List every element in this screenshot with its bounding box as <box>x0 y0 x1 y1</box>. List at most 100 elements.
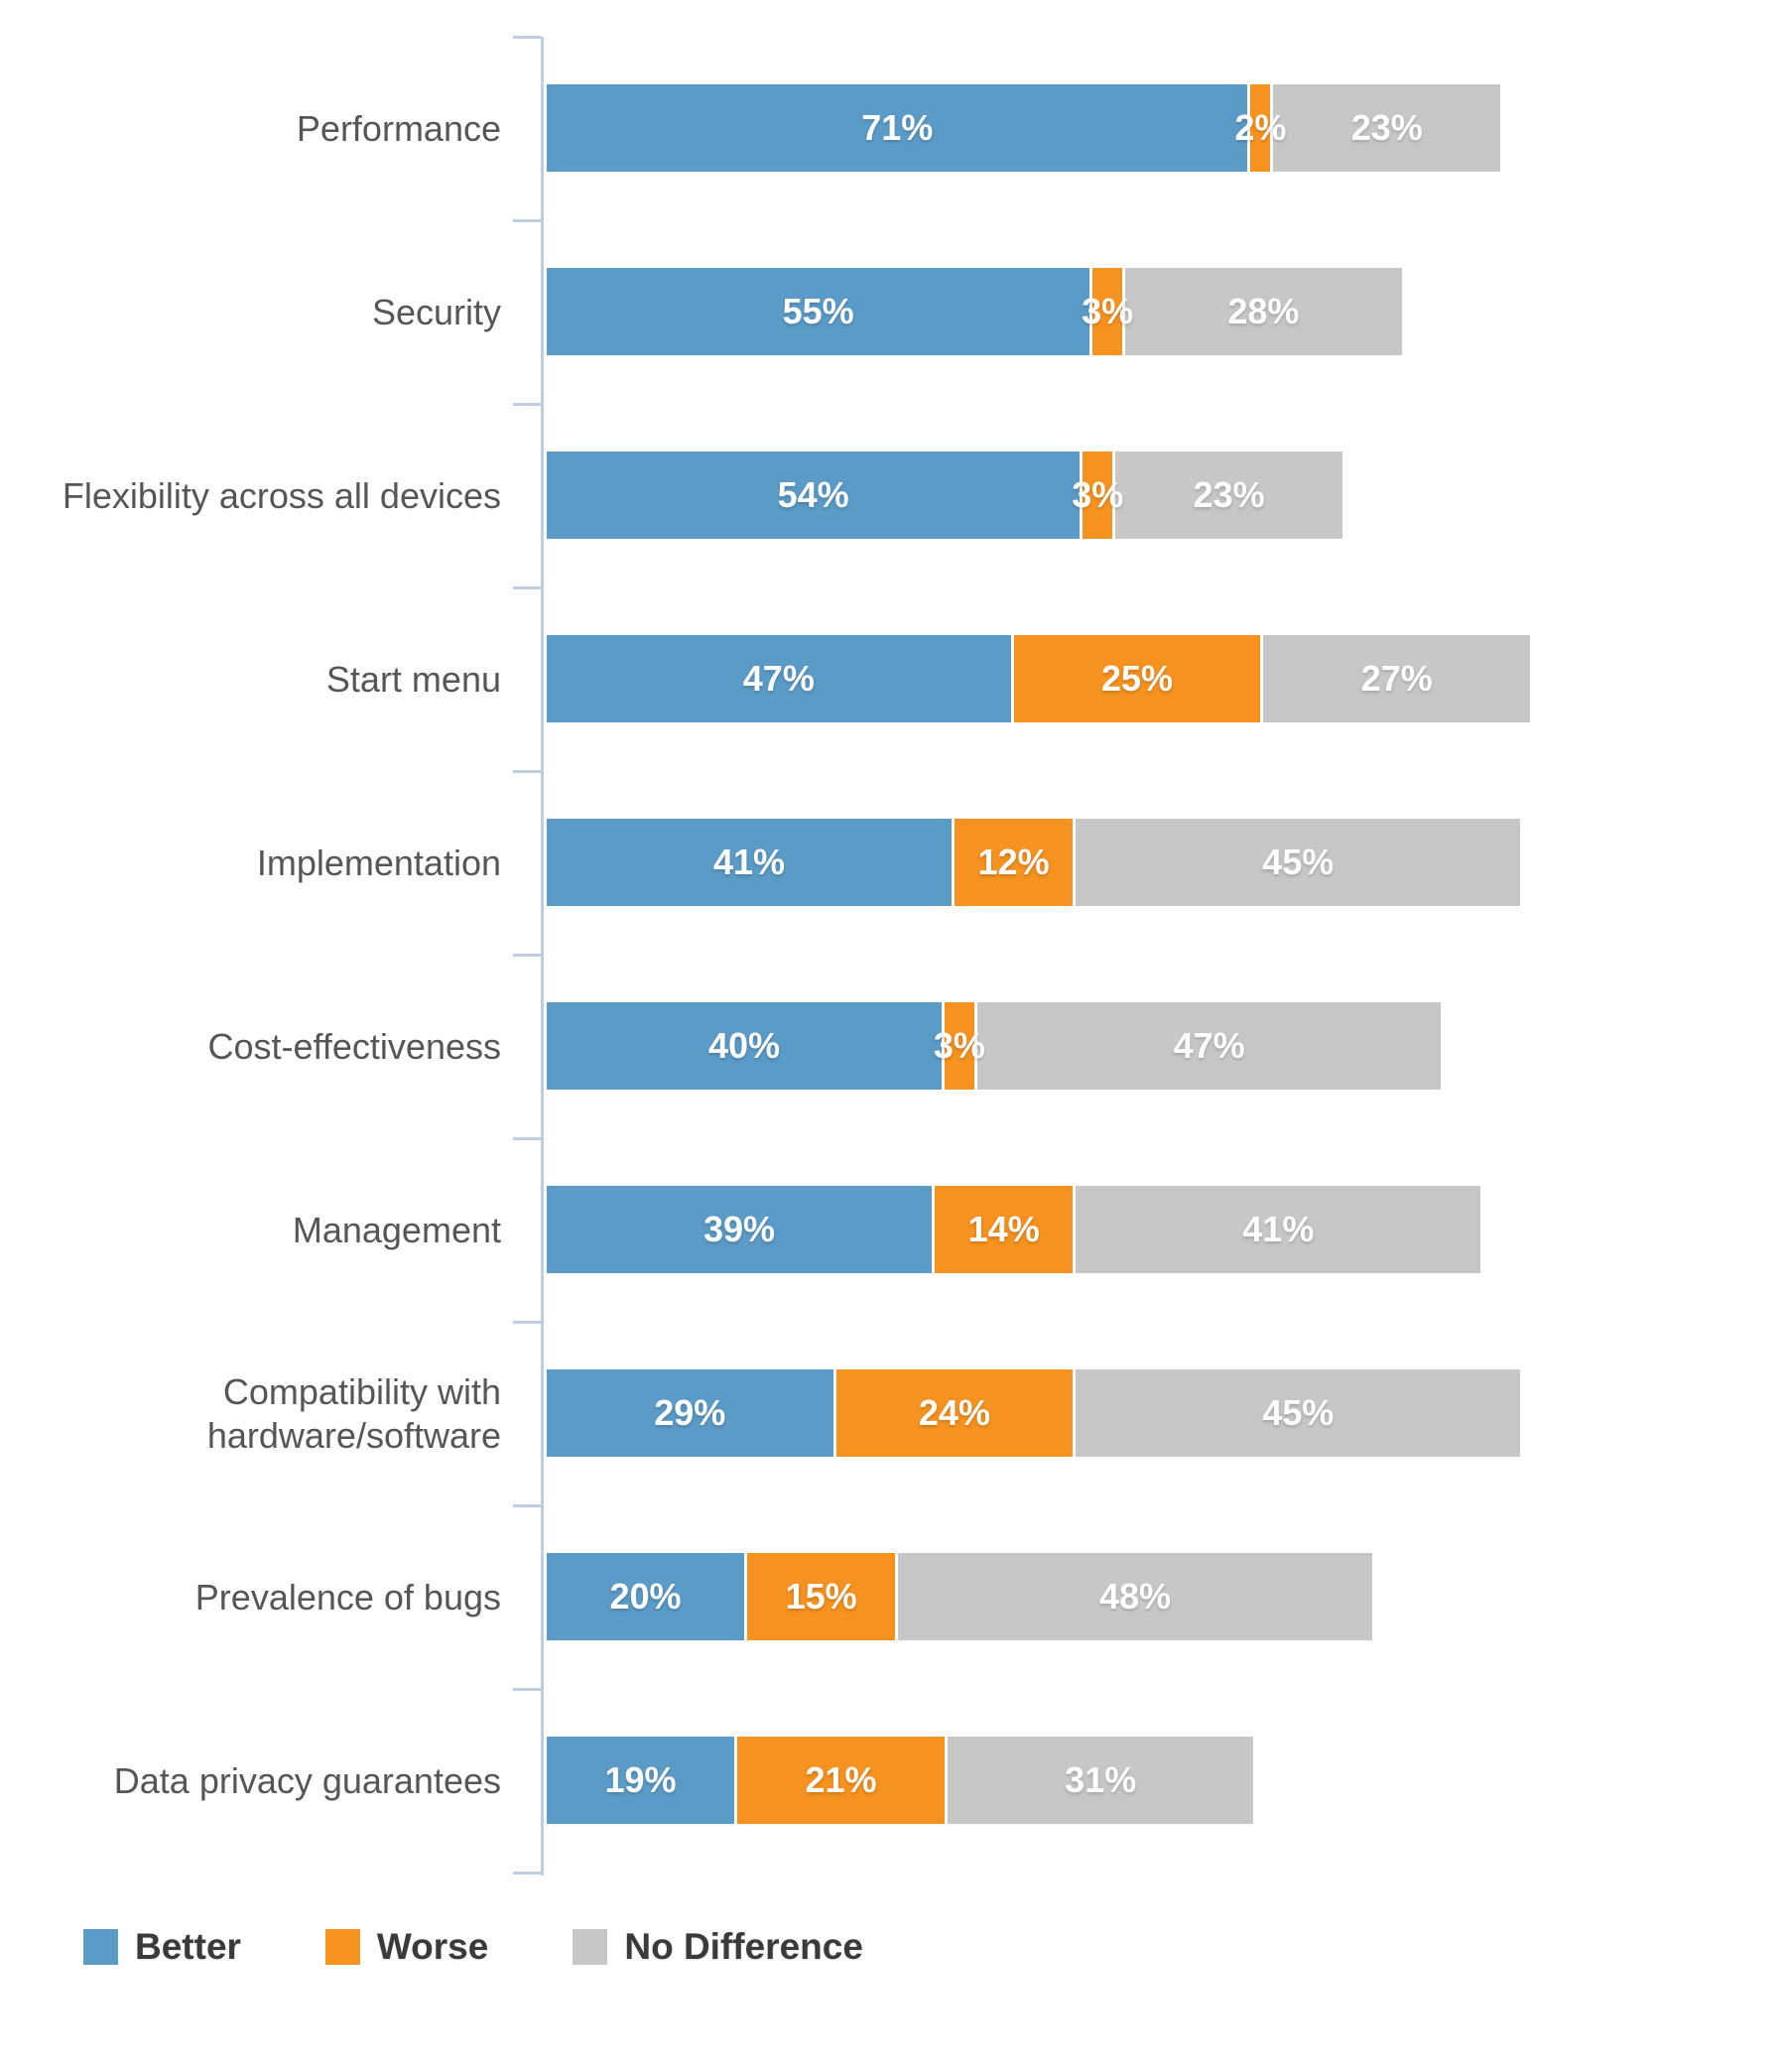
axis-tick <box>513 1872 541 1875</box>
bar-value-label: 45% <box>1262 842 1335 882</box>
legend-item-worse: Worse <box>324 1926 489 1968</box>
chart-row: Data privacy guarantees 19% 21% 31% <box>0 1689 1786 1873</box>
bar-segment-no-difference: 27% <box>1263 635 1531 722</box>
category-label: Cost-effectiveness <box>207 1025 501 1067</box>
bar-value-label: 29% <box>654 1392 726 1433</box>
bar-segment-no-difference: 45% <box>1076 1369 1521 1457</box>
legend-swatch-no-difference <box>573 1929 608 1965</box>
bar: 29% 24% 45% <box>547 1369 1521 1457</box>
chart-row: Performance 71% 2% 23% <box>0 37 1786 220</box>
y-axis-line <box>541 37 544 1876</box>
category-label: Prevalence of bugs <box>194 1576 501 1618</box>
bar-value-label: 20% <box>609 1576 682 1617</box>
legend-swatch-worse <box>324 1929 360 1965</box>
bar-value-label: 47% <box>1173 1025 1245 1066</box>
chart-row: Prevalence of bugs 20% 15% 48% <box>0 1505 1786 1689</box>
bar-value-label: 48% <box>1099 1576 1172 1617</box>
bar-value-label: 28% <box>1227 291 1300 331</box>
bar-value-label: 23% <box>1350 107 1423 148</box>
chart-row: Compatibility with hardware/software 29% 2… <box>0 1322 1786 1505</box>
bar-value-label: 41% <box>712 842 785 882</box>
bar-segment-worse: 2% <box>1234 84 1286 172</box>
bar-value-label: 15% <box>785 1576 857 1617</box>
bar: 41% 12% 45% <box>547 819 1521 906</box>
category-label: Data privacy guarantees <box>113 1759 501 1801</box>
bar-segment-no-difference: 41% <box>1076 1186 1481 1273</box>
bar: 40% 3% 47% <box>547 1002 1442 1090</box>
legend-label-better: Better <box>135 1926 241 1967</box>
bar-segment-no-difference: 47% <box>976 1002 1442 1090</box>
bar-value-label: 21% <box>805 1759 877 1800</box>
chart-row: Management 39% 14% 41% <box>0 1138 1786 1322</box>
axis-tick <box>513 219 541 222</box>
category-label: Performance <box>296 107 501 149</box>
bar-segment-no-difference: 23% <box>1273 84 1501 172</box>
bar-value-label: 3% <box>1082 291 1134 331</box>
legend-label-worse: Worse <box>376 1926 489 1967</box>
bar-segment-no-difference: 23% <box>1115 452 1342 539</box>
bar-value-label: 3% <box>1072 474 1124 515</box>
bar-segment-better: 55% <box>547 268 1090 355</box>
bar-segment-worse: 14% <box>935 1186 1074 1273</box>
bar-segment-better: 40% <box>547 1002 942 1090</box>
bar: 71% 2% 23% <box>547 84 1501 172</box>
bar-segment-better: 39% <box>547 1186 933 1273</box>
bar-segment-worse: 24% <box>835 1369 1074 1457</box>
bar: 39% 14% 41% <box>547 1186 1481 1273</box>
bar-value-label: 40% <box>707 1025 781 1066</box>
category-label: Security <box>371 291 501 332</box>
axis-tick <box>513 1504 541 1507</box>
bar-segment-worse: 3% <box>1082 268 1133 355</box>
category-label: Flexibility across all devices <box>62 474 501 516</box>
bar-value-label: 71% <box>861 107 934 148</box>
axis-tick <box>513 1321 541 1324</box>
bar-segment-no-difference: 28% <box>1125 268 1402 355</box>
bar-value-label: 55% <box>782 291 854 331</box>
axis-tick <box>513 1688 541 1691</box>
legend-item-no-difference: No Difference <box>573 1926 863 1968</box>
category-label: Management <box>292 1209 501 1250</box>
bar-value-label: 3% <box>933 1025 985 1066</box>
bar-value-label: 2% <box>1234 107 1287 148</box>
axis-tick <box>513 1137 541 1140</box>
bar-value-label: 25% <box>1100 658 1174 699</box>
bar: 47% 25% 27% <box>547 635 1531 722</box>
bar-segment-no-difference: 48% <box>898 1553 1372 1640</box>
axis-tick <box>513 586 541 589</box>
bar-segment-worse: 15% <box>747 1553 896 1640</box>
bar-segment-no-difference: 45% <box>1076 819 1521 906</box>
bar-segment-worse: 21% <box>737 1737 945 1824</box>
bar-segment-better: 19% <box>547 1737 735 1824</box>
legend-item-better: Better <box>83 1926 241 1968</box>
bar-value-label: 24% <box>918 1392 990 1433</box>
chart-legend: Better Worse No Difference <box>83 1926 863 1968</box>
axis-tick <box>513 403 541 406</box>
bar-value-label: 12% <box>977 842 1050 882</box>
axis-tick <box>513 954 541 957</box>
bar-segment-worse: 12% <box>954 819 1074 906</box>
bar-segment-better: 54% <box>547 452 1081 539</box>
bar-segment-better: 29% <box>547 1369 833 1457</box>
bar-value-label: 23% <box>1193 474 1265 515</box>
legend-swatch-better <box>83 1929 118 1965</box>
bar-value-label: 27% <box>1360 658 1433 699</box>
bar-value-label: 54% <box>777 474 849 515</box>
bar-segment-no-difference: 31% <box>947 1737 1254 1824</box>
bar-segment-worse: 3% <box>1072 452 1123 539</box>
bar-value-label: 31% <box>1065 1759 1137 1800</box>
bar: 54% 3% 23% <box>547 452 1342 539</box>
category-label: Compatibility with hardware/software <box>206 1370 501 1456</box>
axis-tick <box>513 36 541 39</box>
bar-value-label: 14% <box>967 1209 1040 1249</box>
chart-row: Implementation 41% 12% 45% <box>0 771 1786 955</box>
bar: 20% 15% 48% <box>547 1553 1372 1640</box>
bar: 55% 3% 28% <box>547 268 1402 355</box>
bar-value-label: 39% <box>702 1209 776 1249</box>
bar-segment-better: 20% <box>547 1553 744 1640</box>
bar-value-label: 19% <box>604 1759 677 1800</box>
bar-value-label: 41% <box>1242 1209 1315 1249</box>
bar-segment-better: 71% <box>547 84 1248 172</box>
bar-segment-better: 41% <box>547 819 952 906</box>
bar: 19% 21% 31% <box>547 1737 1254 1824</box>
